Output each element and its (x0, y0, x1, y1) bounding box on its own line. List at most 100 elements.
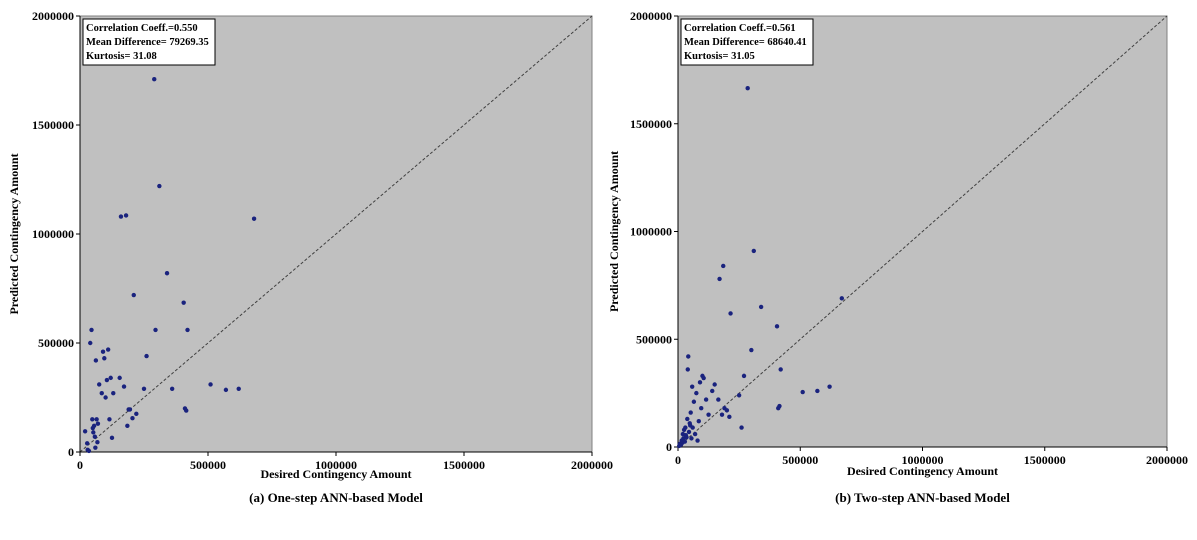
data-point (141, 386, 147, 391)
data-point (104, 377, 110, 383)
x-tick-label: 0 (77, 458, 83, 472)
data-point (827, 384, 832, 389)
data-point (93, 358, 99, 363)
data-point (710, 388, 715, 394)
data-point (181, 300, 186, 305)
data-point (778, 367, 783, 372)
data-point (689, 384, 695, 389)
data-point (719, 412, 725, 417)
data-point (94, 417, 99, 422)
data-point (758, 304, 764, 310)
data-point (686, 429, 692, 435)
data-point (153, 327, 158, 333)
data-point (105, 347, 111, 352)
reference-line (677, 15, 1168, 448)
stats-line: Mean Difference= 79269.35 (86, 37, 209, 48)
data-point (701, 375, 706, 381)
x-tick-label: 2000000 (571, 458, 613, 472)
data-point (99, 390, 104, 396)
data-point (692, 431, 698, 437)
x-tick-label: 500000 (190, 458, 226, 472)
data-point (123, 213, 129, 218)
data-point (745, 85, 750, 91)
data-point (697, 380, 703, 385)
data-point (815, 388, 820, 394)
y-tick-label: 2000000 (630, 9, 672, 23)
data-point (130, 416, 135, 421)
data-point (144, 353, 149, 359)
data-point (111, 390, 116, 396)
x-tick-label: 500000 (782, 453, 818, 467)
data-point (127, 407, 133, 412)
data-point (727, 414, 732, 420)
data-point (117, 375, 122, 381)
data-point (685, 416, 690, 422)
data-point (706, 412, 711, 417)
x-tick-label: 2000000 (1146, 453, 1188, 467)
data-point (741, 373, 747, 379)
data-point (92, 434, 98, 439)
data-point (93, 445, 98, 450)
data-point (724, 408, 730, 413)
data-point (185, 327, 190, 333)
y-tick-label: 1500000 (32, 118, 74, 132)
data-point (89, 327, 94, 333)
data-point (684, 435, 689, 440)
data-point (728, 311, 733, 316)
chart-panel-one-step: 0 500000 1000000 1500000 2000000 0 500000 10000… (0, 0, 613, 540)
data-point (125, 423, 130, 429)
x-tick-label: 1500000 (443, 458, 485, 472)
data-point (82, 429, 88, 434)
data-point (157, 183, 162, 189)
data-point (751, 248, 756, 254)
data-point (839, 296, 845, 301)
data-point (108, 375, 113, 381)
data-point (103, 395, 108, 400)
data-point (739, 425, 744, 430)
x-axis-title: Desired Contingency Amount (260, 467, 411, 481)
data-point (685, 367, 690, 372)
stats-box (680, 18, 814, 66)
data-point (749, 347, 754, 353)
data-point (774, 324, 780, 329)
data-point (208, 382, 213, 387)
scatter-chart-two-step: 0 500000 1000000 1500000 2000000 0 500000 10000… (607, 9, 1188, 505)
data-point (169, 386, 175, 391)
data-point (777, 403, 782, 409)
x-tick-label: 1000000 (902, 453, 944, 467)
y-tick-label: 2000000 (32, 9, 74, 23)
y-tick-label: 500000 (636, 332, 672, 346)
data-point (223, 387, 229, 393)
data-point (800, 389, 805, 395)
data-point (100, 349, 106, 354)
stats-line: Correlation Coeff.=0.561 (684, 23, 796, 34)
data-point (134, 411, 139, 417)
chart-caption: (b) Two-step ANN-based Model (835, 490, 1010, 505)
data-point (102, 356, 107, 361)
x-tick-label: 1500000 (1024, 453, 1066, 467)
reference-line (79, 15, 593, 453)
data-point (184, 408, 189, 413)
data-point (86, 448, 92, 454)
scatter-chart-one-step: 0 500000 1000000 1500000 2000000 0 500000 10000… (7, 9, 613, 505)
chart-caption: (a) One-step ANN-based Model (249, 490, 423, 505)
data-point (717, 276, 722, 282)
data-point (88, 340, 93, 346)
data-point (699, 406, 704, 411)
data-point (696, 418, 701, 424)
stats-line: Kurtosis= 31.08 (86, 51, 157, 62)
y-tick-label: 1000000 (630, 225, 672, 239)
stats-line: Correlation Coeff.=0.550 (86, 23, 198, 34)
data-point (107, 417, 112, 422)
data-point (695, 438, 700, 443)
data-point (109, 435, 115, 441)
stats-line: Kurtosis= 31.05 (684, 51, 755, 62)
data-point (690, 425, 695, 430)
data-point (691, 399, 697, 404)
y-tick-label: 0 (666, 440, 672, 454)
data-point (236, 386, 241, 391)
data-point (84, 441, 90, 446)
data-point (721, 263, 726, 269)
y-tick-label: 1000000 (32, 227, 74, 241)
data-point (712, 382, 717, 387)
